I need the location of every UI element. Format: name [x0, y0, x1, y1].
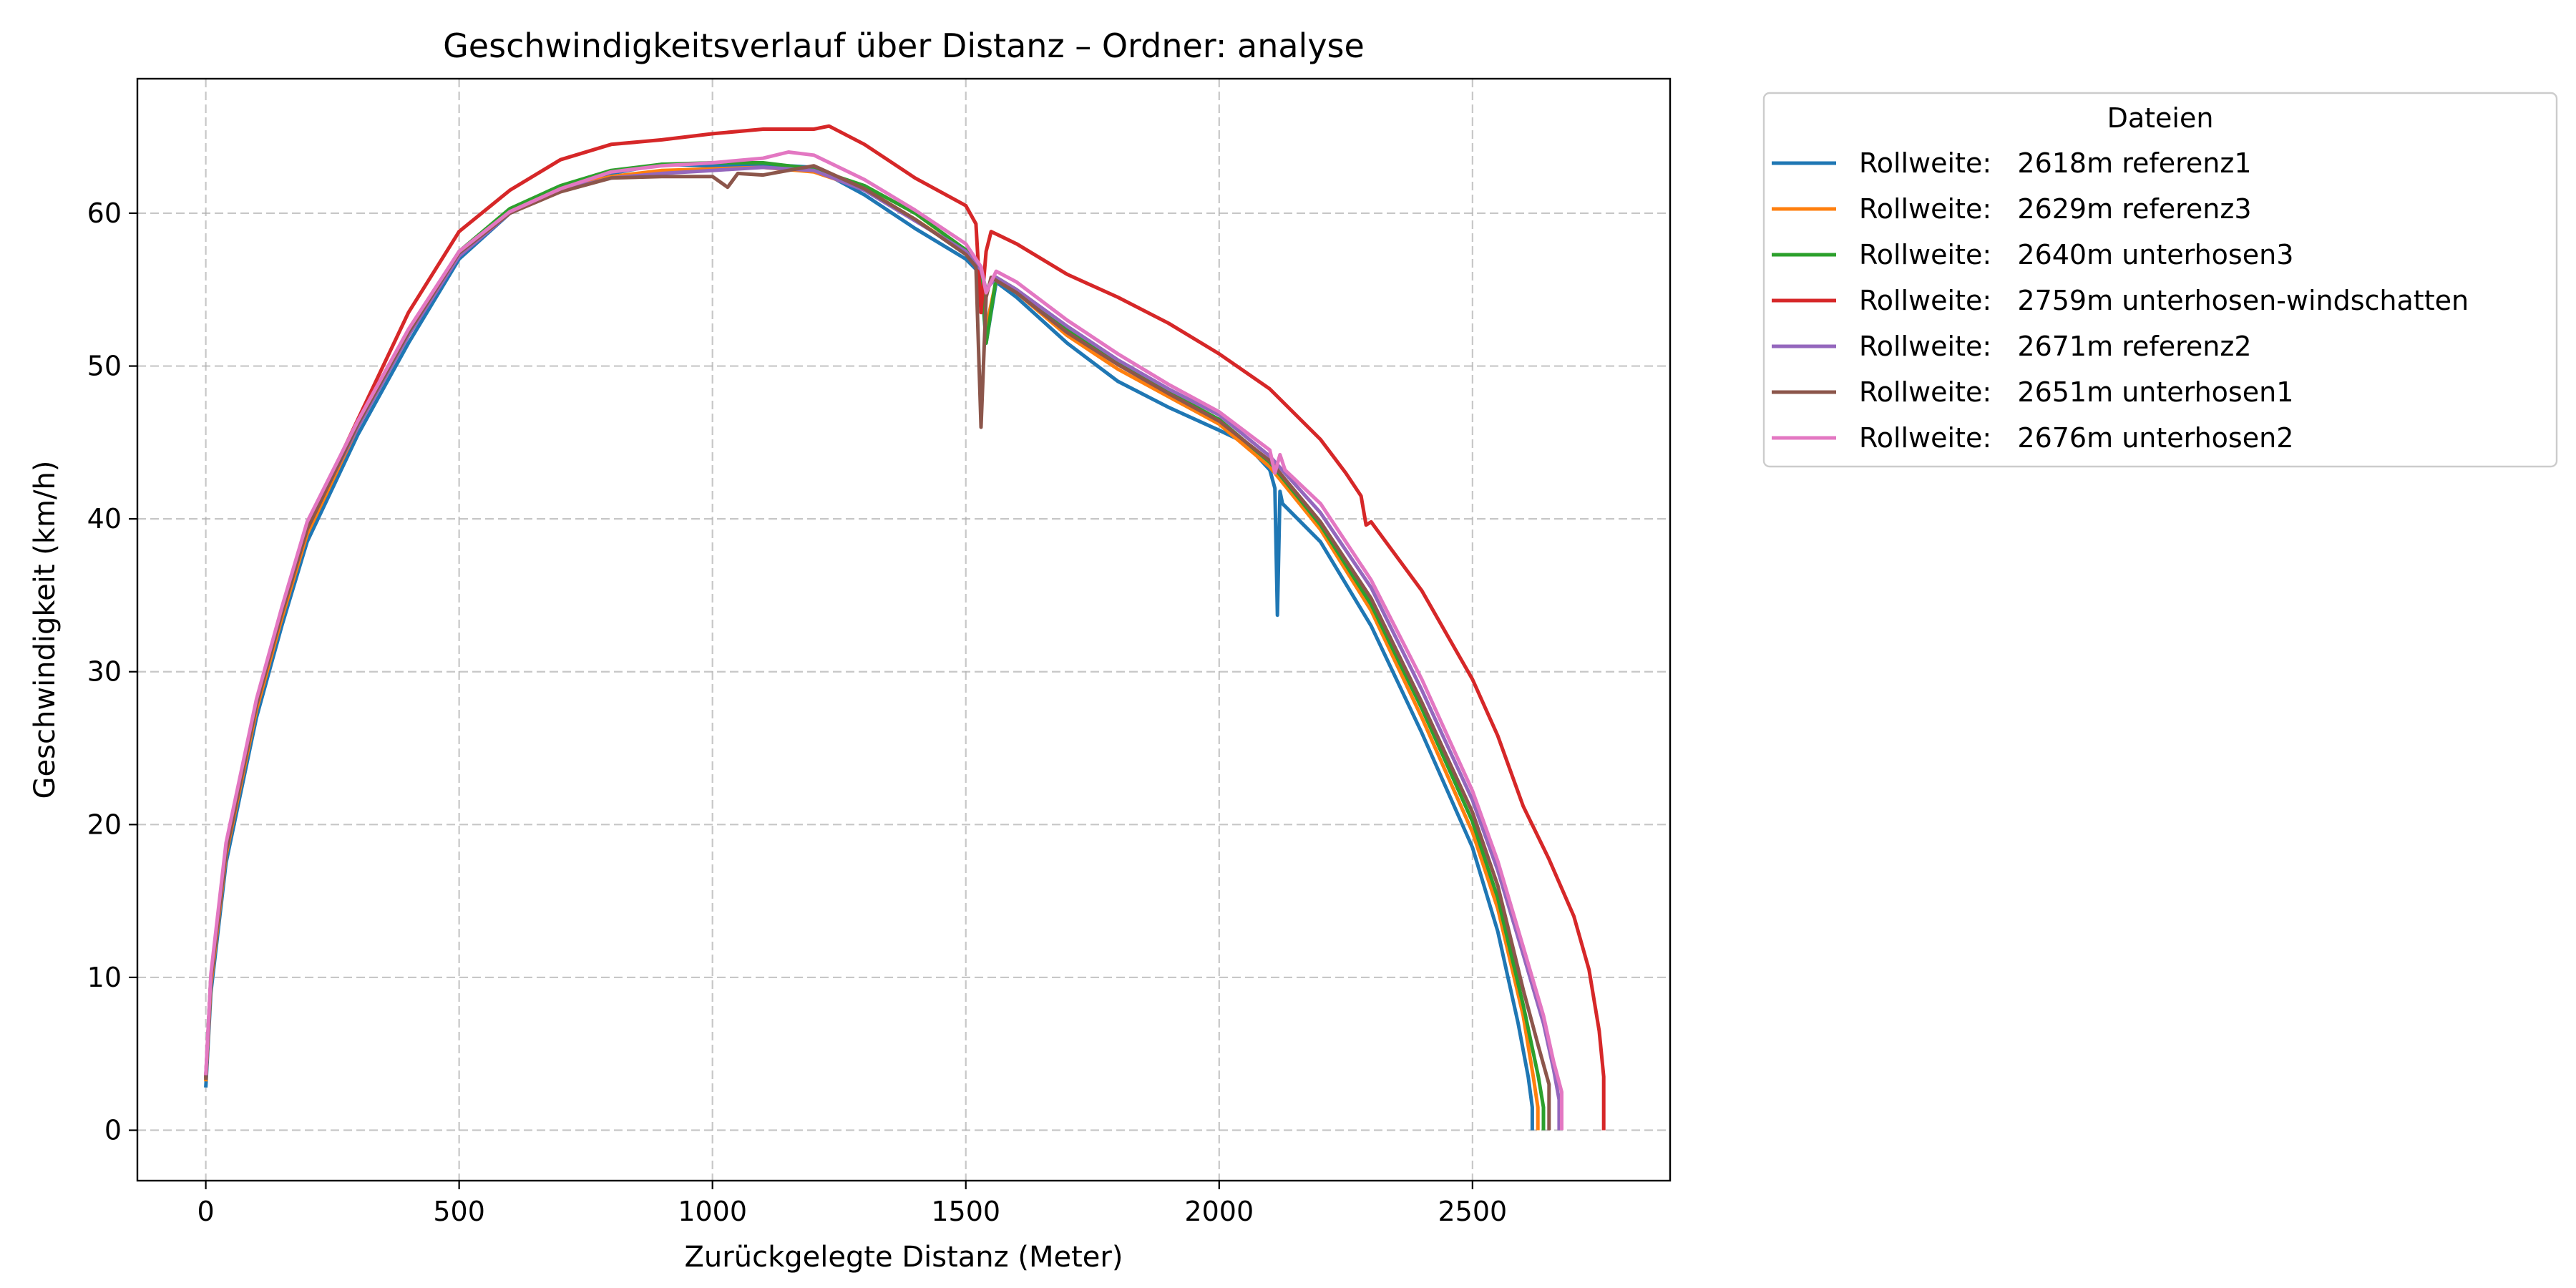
axis-ticks: 0 500 1000 1500 2000 2500 0 10 20 30 40 50 60: [87, 197, 1508, 1227]
legend-label: Rollweite: 2671m referenz2: [1859, 331, 2252, 362]
y-tick-label: 50: [87, 351, 122, 382]
legend-label: Rollweite: 2629m referenz3: [1859, 193, 2252, 225]
x-tick-label: 2000: [1184, 1196, 1254, 1227]
legend-title: Dateien: [2107, 102, 2214, 134]
legend-items: Rollweite: 2618m referenz1 Rollweite: 262…: [1772, 147, 2469, 454]
series-line-4: [204, 124, 1606, 1131]
y-tick-label: 60: [87, 197, 122, 229]
y-tick-label: 0: [104, 1115, 122, 1146]
legend-frame: [1762, 92, 2558, 468]
x-axis-label: Zurückgelegte Distanz (Meter): [685, 1241, 1123, 1274]
legend-label: Rollweite: 2759m unterhosen-windschatten: [1859, 285, 2469, 316]
plot-area: 0 500 1000 1500 2000 2500 0 10 20 30 40 50 60: [87, 77, 1672, 1227]
y-tick-label: 40: [87, 503, 122, 535]
chart-title: Geschwindigkeitsverlauf über Distanz – O…: [443, 26, 1365, 65]
plot-frame: [136, 77, 1672, 1182]
legend-label: Rollweite: 2676m unterhosen2: [1859, 422, 2293, 454]
series-group: [204, 124, 1606, 1131]
y-tick-label: 10: [87, 962, 122, 993]
y-axis-label: Geschwindigkeit (km/h): [29, 461, 62, 799]
plot-background: [137, 79, 1670, 1181]
y-tick-label: 20: [87, 809, 122, 840]
series-line-7: [204, 150, 1563, 1131]
legend-label: Rollweite: 2618m referenz1: [1859, 147, 2252, 179]
legend-label: Rollweite: 2651m unterhosen1: [1859, 376, 2293, 408]
legend-label: Rollweite: 2640m unterhosen3: [1859, 239, 2293, 270]
x-tick-label: 0: [197, 1196, 214, 1227]
x-tick-label: 500: [433, 1196, 485, 1227]
y-tick-label: 30: [87, 656, 122, 688]
x-tick-label: 1500: [931, 1196, 1000, 1227]
legend: Dateien Rollweite: 2618m referenz1Rollwe…: [1762, 92, 2558, 468]
x-tick-label: 1000: [678, 1196, 747, 1227]
x-tick-label: 2500: [1438, 1196, 1507, 1227]
